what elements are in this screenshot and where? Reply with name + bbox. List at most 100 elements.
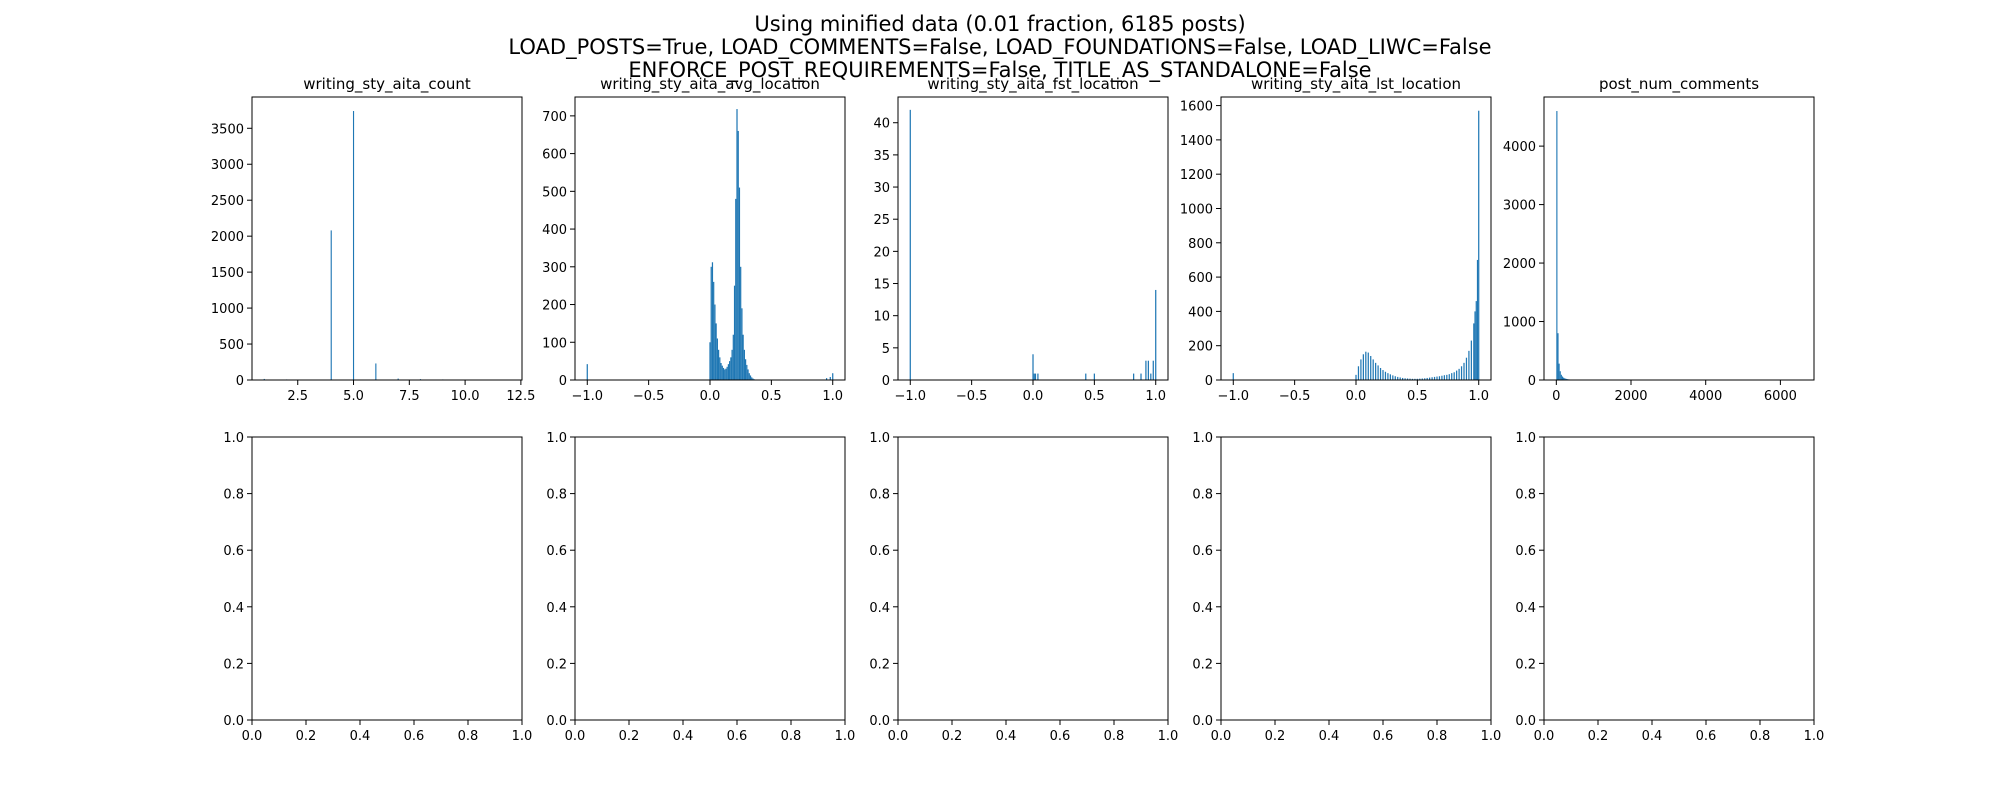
histogram-bar (727, 364, 730, 380)
axes-frame (574, 96, 846, 381)
histogram-bar (1037, 373, 1039, 380)
subplot-5: 0 2000 4000 6000 0 1000 2000 3000 4000 post_num_c… (1503, 75, 1815, 404)
y-tick-label: 0.4 (869, 601, 890, 616)
axes-frame (897, 96, 1169, 381)
y-tick-label: 800 (1188, 237, 1213, 252)
histogram-bar (375, 363, 377, 380)
histogram-bar (1458, 368, 1460, 380)
y-tick-label: 1.0 (223, 431, 244, 446)
y-tick-label: 3000 (211, 158, 244, 173)
histogram-bar (735, 198, 737, 380)
x-tick-label: 0.6 (1050, 729, 1071, 744)
x-tick-label: 0.2 (296, 729, 317, 744)
subplot-10: 0.0 0.2 0.4 0.6 0.8 1.0 0.0 0.2 0.4 0.6 0.8 1.0 (1515, 431, 1824, 744)
y-tick-label: 3500 (211, 122, 244, 137)
histogram-bar (1147, 360, 1149, 380)
y-tick-label: 0 (559, 374, 567, 389)
histogram-bar (738, 187, 741, 380)
histogram-bar (710, 266, 712, 380)
histogram-bar (1414, 378, 1416, 380)
histogram-bar (1416, 378, 1418, 380)
histogram-bar (1426, 377, 1428, 380)
x-tick-label: 0.6 (404, 729, 425, 744)
y-tick-label: 0.2 (1192, 657, 1213, 672)
histogram-bar (1456, 370, 1458, 380)
histogram-bar (1465, 357, 1468, 380)
x-tick-label: 1.0 (1158, 729, 1179, 744)
x-tick-label: 0.2 (1588, 729, 1609, 744)
y-tick-label: 2000 (1503, 257, 1536, 272)
histogram-bar (1431, 377, 1433, 380)
y-tick-label: 400 (1188, 305, 1213, 320)
histogram-bar (1133, 373, 1135, 380)
histogram-bar (1470, 340, 1472, 380)
histogram-bar (1394, 376, 1396, 380)
y-tick-label: 0.2 (546, 657, 567, 672)
x-tick-label: 0.4 (1319, 729, 1340, 744)
x-tick-label: −0.5 (956, 389, 988, 404)
histogram-bar (713, 281, 715, 380)
histogram-bar (1357, 366, 1360, 380)
y-tick-label: 0.2 (1515, 657, 1536, 672)
histogram-bar (725, 368, 727, 380)
subplot-6: 0.0 0.2 0.4 0.6 0.8 1.0 0.0 0.2 0.4 0.6 0.8 1.0 (223, 431, 532, 744)
y-tick-label: 200 (1188, 340, 1213, 355)
y-tick-label: 700 (542, 110, 567, 125)
histogram-bar (1560, 374, 1562, 380)
histogram-bar (743, 349, 745, 380)
x-tick-label: 0.8 (1104, 729, 1125, 744)
histogram-bar (1404, 378, 1406, 380)
histogram-bar (733, 285, 736, 380)
histogram-bar (1370, 355, 1372, 380)
y-tick-label: 30 (873, 181, 890, 196)
y-tick-label: 0.0 (223, 714, 244, 729)
histogram-bar (352, 111, 355, 381)
y-tick-label: 600 (1188, 271, 1213, 286)
histogram-bar (1429, 377, 1431, 380)
histogram-bar (1379, 367, 1382, 380)
histogram-bar (711, 262, 714, 380)
x-tick-label: 0.0 (888, 729, 909, 744)
histogram-bar (1561, 376, 1564, 380)
y-tick-label: 0.4 (546, 601, 567, 616)
histogram-bar (1093, 373, 1095, 380)
histogram-bar (1565, 378, 1567, 380)
histogram-bar (1411, 378, 1414, 380)
x-tick-label: 0.4 (673, 729, 694, 744)
x-tick-label: 0.4 (1642, 729, 1663, 744)
histogram-bar (716, 338, 718, 380)
y-tick-label: 600 (542, 148, 567, 163)
histogram-bar (1382, 370, 1384, 380)
y-tick-label: 2500 (211, 194, 244, 209)
histogram-bar (1389, 374, 1391, 380)
subplot-4: −1.0 −0.5 0.0 0.5 1.0 0 200 400 600 800 1000 1200 14… (1180, 75, 1492, 404)
histogram-bar (330, 230, 332, 380)
histogram-bar (717, 349, 720, 380)
histogram-bar (1365, 351, 1367, 380)
y-tick-label: 10 (873, 310, 890, 325)
x-tick-label: 1.0 (822, 389, 843, 404)
histogram-bar (1392, 375, 1394, 380)
histogram-bar (1475, 301, 1477, 380)
y-tick-label: 0.8 (1515, 488, 1536, 503)
x-tick-label: 0.0 (565, 729, 586, 744)
figure-suptitle-line-2: LOAD_POSTS=True, LOAD_COMMENTS=False, LO… (508, 35, 1492, 59)
histogram-bar (1399, 377, 1401, 380)
y-tick-label: 100 (542, 336, 567, 351)
y-tick-label: 0.6 (869, 544, 890, 559)
histogram-bar (1409, 378, 1411, 380)
histogram-bar (1468, 350, 1470, 380)
y-tick-label: 0 (1528, 374, 1536, 389)
x-tick-label: 0.0 (1211, 729, 1232, 744)
histogram-bar (731, 349, 733, 380)
subplot-title: writing_sty_aita_count (303, 75, 471, 94)
histogram-bar (1034, 373, 1037, 380)
y-tick-label: 0.6 (1515, 544, 1536, 559)
subplot-title: writing_sty_aita_fst_location (927, 75, 1138, 94)
subplot-title: post_num_comments (1599, 75, 1759, 94)
histogram-bar (736, 109, 738, 380)
y-tick-label: 0 (882, 374, 890, 389)
x-tick-label: 2.5 (287, 389, 308, 404)
x-tick-label: 0 (1552, 389, 1560, 404)
y-tick-label: 3000 (1503, 199, 1536, 214)
